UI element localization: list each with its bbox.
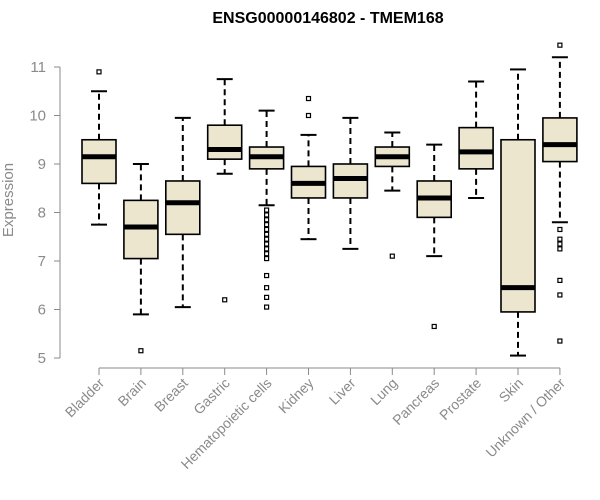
x-tick-label: Prostate (436, 375, 484, 423)
x-tick-label: Brain (115, 375, 149, 409)
outlier-point (431, 323, 437, 330)
outlier-point (305, 95, 312, 102)
outlier-point (264, 222, 270, 228)
y-tick-label: 5 (38, 350, 46, 367)
box-prostate (458, 80, 494, 199)
x-tick-label: Liver (326, 375, 359, 408)
iqr-box (500, 138, 536, 313)
outlier-point (264, 294, 270, 300)
outlier-point (264, 241, 270, 247)
outlier-point (222, 297, 228, 303)
box-hematopoietic-cells (248, 109, 285, 310)
outlier-point (557, 226, 563, 233)
box-unknown-other (542, 42, 578, 344)
outlier-point (557, 246, 563, 252)
x-tick-label: Lung (367, 375, 400, 408)
outlier-point (264, 246, 270, 252)
y-tick-label: 8 (38, 205, 46, 222)
outlier-point (264, 231, 270, 237)
x-tick-label: Pancreas (389, 375, 442, 428)
y-tick-label: 9 (38, 156, 46, 173)
outlier-point (138, 348, 144, 354)
outlier-point (557, 42, 563, 48)
iqr-box (206, 124, 243, 160)
outlier-point (96, 69, 102, 75)
iqr-box (165, 180, 201, 236)
outlier-point (264, 212, 270, 218)
iqr-box (542, 117, 578, 163)
chart-title: ENSG00000146802 - TMEM168 (212, 10, 443, 27)
outlier-point (557, 338, 563, 344)
outlier-point (305, 112, 312, 119)
x-tick-label: Breast (151, 375, 191, 415)
box-bladder (81, 69, 117, 226)
outlier-point (557, 277, 563, 283)
outlier-point (264, 285, 270, 291)
box-gastric (206, 78, 243, 303)
outlier-point (557, 241, 563, 247)
outlier-point (557, 292, 563, 298)
y-tick-label: 10 (29, 108, 46, 125)
outlier-point (264, 226, 270, 233)
outlier-point (264, 272, 270, 279)
box-brain (123, 163, 159, 354)
outlier-point (264, 236, 270, 242)
outlier-point (264, 304, 270, 310)
boxes (81, 42, 578, 357)
y-axis: 5 6 7 8 9 10 11 (29, 59, 61, 367)
outlier-point (557, 236, 563, 242)
x-tick-label: Bladder (62, 375, 108, 421)
iqr-box (81, 138, 117, 185)
outlier-point (264, 251, 270, 257)
y-tick-label: 11 (30, 59, 46, 76)
box-pancreas (416, 143, 453, 330)
box-lung (374, 131, 411, 259)
x-tick-label: Unknown / Other (482, 375, 568, 461)
y-axis-label: Expression (0, 163, 17, 237)
outlier-point (264, 217, 270, 223)
y-tick-label: 7 (38, 253, 46, 270)
box-skin (500, 68, 536, 357)
box-breast (165, 116, 201, 309)
outlier-point (389, 253, 395, 259)
y-tick-label: 6 (38, 302, 46, 319)
outlier-point (264, 207, 270, 213)
x-tick-label: Skin (496, 375, 527, 406)
iqr-box (458, 126, 494, 170)
x-tick-label: Kidney (275, 375, 317, 417)
outlier-point (264, 255, 270, 262)
box-liver (332, 116, 369, 250)
box-kidney (290, 95, 327, 241)
